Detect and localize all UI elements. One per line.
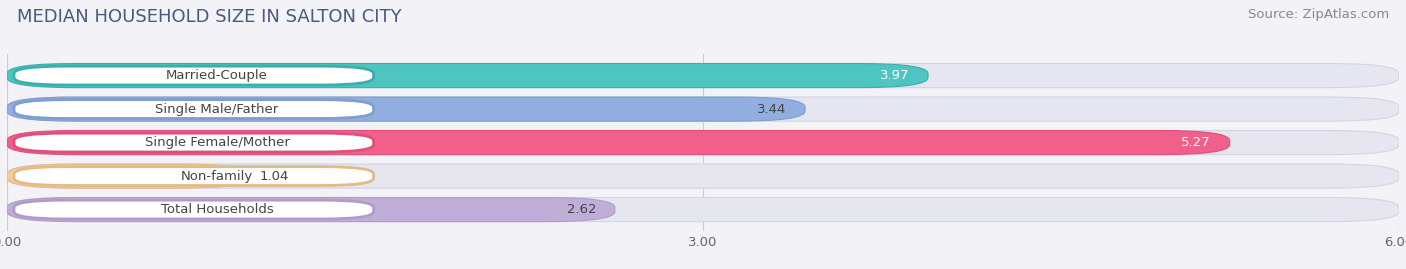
FancyBboxPatch shape: [7, 164, 1399, 188]
FancyBboxPatch shape: [7, 130, 1230, 155]
Text: Source: ZipAtlas.com: Source: ZipAtlas.com: [1249, 8, 1389, 21]
Text: Single Female/Mother: Single Female/Mother: [145, 136, 290, 149]
FancyBboxPatch shape: [14, 133, 374, 152]
FancyBboxPatch shape: [14, 66, 374, 85]
Text: 2.62: 2.62: [567, 203, 596, 216]
Text: Total Households: Total Households: [160, 203, 273, 216]
Text: Single Male/Father: Single Male/Father: [155, 102, 278, 116]
Text: 3.97: 3.97: [880, 69, 910, 82]
Text: 3.44: 3.44: [758, 102, 786, 116]
FancyBboxPatch shape: [7, 63, 1399, 88]
Text: Non-family: Non-family: [181, 169, 253, 183]
FancyBboxPatch shape: [7, 97, 806, 121]
FancyBboxPatch shape: [7, 130, 1399, 155]
Text: MEDIAN HOUSEHOLD SIZE IN SALTON CITY: MEDIAN HOUSEHOLD SIZE IN SALTON CITY: [17, 8, 402, 26]
Text: 5.27: 5.27: [1181, 136, 1211, 149]
FancyBboxPatch shape: [7, 197, 1399, 222]
FancyBboxPatch shape: [14, 100, 374, 118]
FancyBboxPatch shape: [14, 167, 374, 185]
FancyBboxPatch shape: [7, 197, 614, 222]
Text: Married-Couple: Married-Couple: [166, 69, 269, 82]
FancyBboxPatch shape: [7, 164, 249, 188]
FancyBboxPatch shape: [7, 63, 928, 88]
FancyBboxPatch shape: [14, 200, 374, 219]
Text: 1.04: 1.04: [260, 169, 290, 183]
FancyBboxPatch shape: [7, 97, 1399, 121]
